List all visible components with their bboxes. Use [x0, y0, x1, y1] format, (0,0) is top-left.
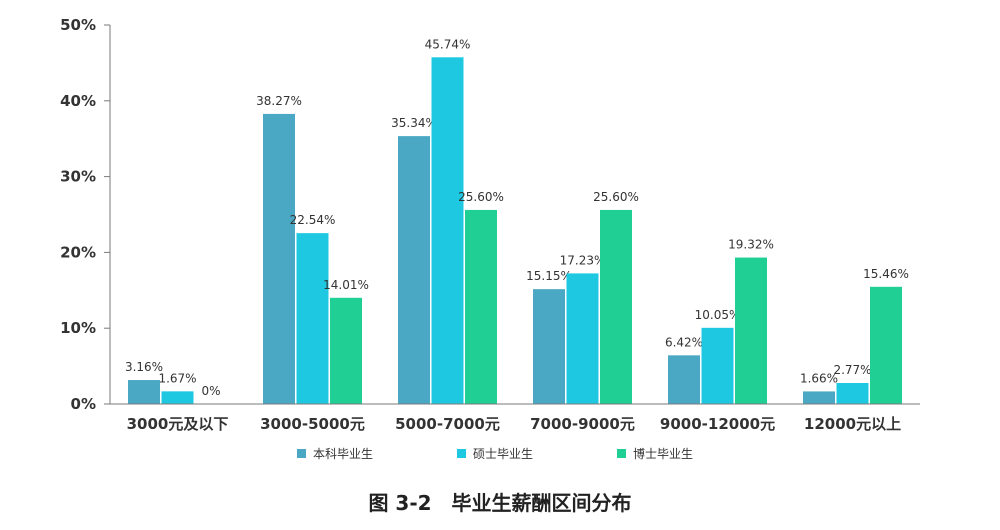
x-tick-label: 3000元及以下 [127, 415, 229, 433]
bar [263, 113, 295, 405]
data-label: 15.15% [526, 269, 572, 283]
y-tick-label: 20% [60, 243, 96, 261]
y-tick-label: 50% [60, 16, 96, 34]
legend: 本科毕业生 硕士毕业生 博士毕业生 [297, 446, 693, 461]
bar [566, 273, 599, 404]
bar [803, 391, 835, 404]
bar [533, 289, 565, 404]
bar [330, 297, 362, 404]
bar [701, 327, 734, 404]
bars: 3.16%1.67% 0% 38.27% 22.54% 14.01% 35.34% 45.7… [125, 37, 909, 405]
legend-label: 本科毕业生 [313, 447, 373, 461]
x-axis: 3000元及以下 3000-5000元 5000-7000元 7000-9000元 90… [110, 403, 920, 433]
y-tick-label: 40% [60, 92, 96, 110]
y-tick-label: 0% [71, 395, 96, 413]
bar [870, 286, 902, 404]
data-label: 17.23% [560, 253, 606, 267]
legend-label: 硕士毕业生 [473, 447, 533, 461]
bar [836, 383, 869, 404]
legend-swatch [297, 449, 306, 458]
data-label: 35.34% [391, 116, 437, 130]
data-label: 2.77% [833, 363, 871, 377]
data-label: 25.60% [593, 190, 639, 204]
legend-label: 博士毕业生 [633, 446, 693, 461]
bar [668, 355, 700, 404]
data-label: 25.60% [458, 190, 504, 204]
bar [431, 57, 464, 404]
y-tick-label: 10% [60, 319, 96, 337]
bar [600, 209, 632, 404]
x-tick-label: 5000-7000元 [395, 415, 500, 433]
y-tick-label: 30% [60, 168, 96, 186]
data-label: 45.74% [425, 37, 471, 51]
x-tick-label: 7000-9000元 [530, 415, 635, 433]
data-label: 10.05% [695, 308, 741, 322]
bar [161, 391, 194, 404]
x-tick-label: 12000元以上 [804, 415, 901, 433]
x-tick-label: 9000-12000元 [660, 415, 775, 433]
bar [398, 136, 430, 404]
data-label: 22.54% [290, 213, 336, 227]
bar [735, 257, 767, 404]
x-tick-label: 3000-5000元 [260, 415, 365, 433]
y-axis: 0% 10% 20% 30% 40% 50% [60, 16, 111, 413]
bar [128, 380, 160, 404]
data-label: 14.01% [323, 278, 369, 292]
data-label: 1.67% [158, 371, 196, 385]
chart-caption: 图 3-2 毕业生薪酬区间分布 [368, 491, 631, 515]
legend-swatch [457, 449, 466, 458]
bar [465, 209, 497, 404]
data-label: 1.66% [800, 371, 838, 385]
data-label: 19.32% [728, 238, 774, 252]
data-label: 15.46% [863, 267, 909, 281]
data-label: 3.16% [125, 360, 163, 374]
legend-swatch [617, 449, 626, 458]
data-label: 6.42% [665, 335, 703, 349]
bar [296, 233, 329, 404]
data-label: 38.27% [256, 94, 302, 108]
data-label: 0% [201, 384, 220, 398]
